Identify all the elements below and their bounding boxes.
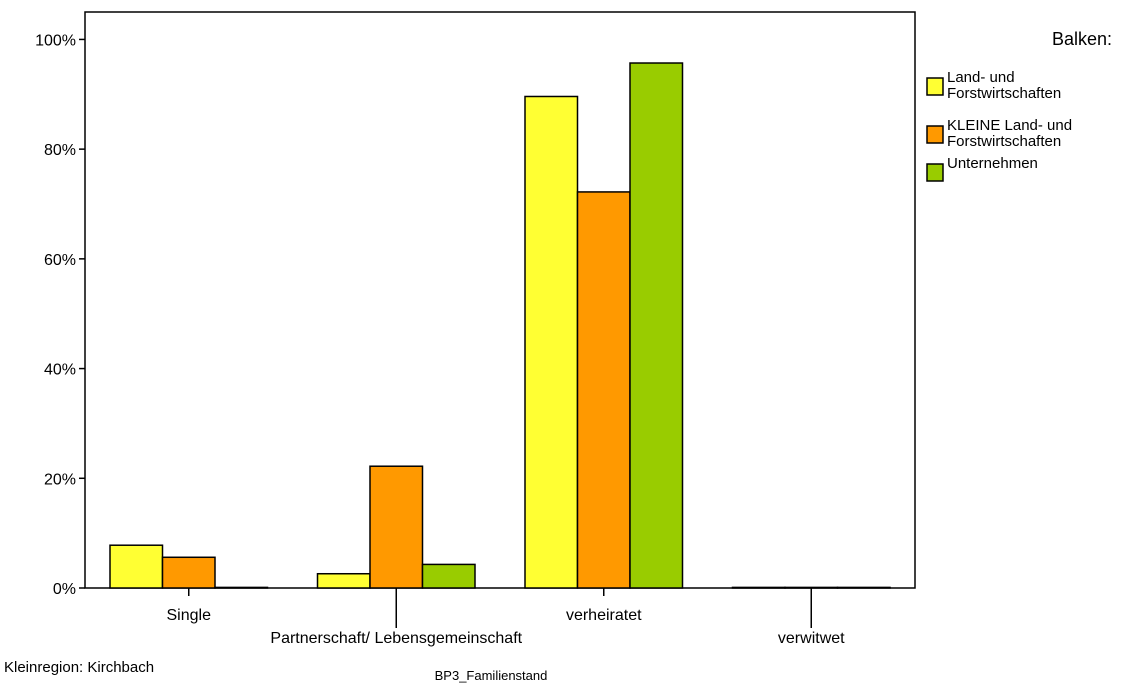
legend-label: Unternehmen [947, 155, 1038, 172]
x-axis: Single Partnerschaft/ Lebensgemeinschaft v… [167, 588, 846, 647]
bar-1-0 [163, 557, 216, 588]
y-tick-label: 100% [35, 32, 76, 49]
bar-2-0 [215, 587, 268, 588]
bar-1-3 [785, 587, 838, 588]
bar-0-0 [110, 545, 163, 588]
bar-2-2 [630, 63, 683, 588]
y-tick-label: 20% [44, 471, 76, 488]
bar-0-3 [733, 587, 786, 588]
legend-swatch [927, 126, 943, 143]
y-axis: 0% 20% 40% 60% 80% 100% [35, 32, 85, 598]
x-tick-label: verwitwet [778, 630, 845, 647]
y-tick-label: 60% [44, 252, 76, 269]
bar-2-1 [423, 564, 476, 588]
legend-label: Land- und [947, 69, 1015, 86]
x-tick-label: Single [167, 607, 212, 624]
x-tick-label: Partnerschaft/ Lebensgemeinschaft [270, 630, 522, 647]
legend: Balken: Land- undForstwirtschaftenKLEINE… [927, 29, 1112, 181]
legend-swatch [927, 78, 943, 95]
legend-label: Forstwirtschaften [947, 133, 1061, 150]
x-tick-label: verheiratet [566, 607, 642, 624]
bar-0-1 [318, 574, 371, 588]
y-tick-label: 40% [44, 362, 76, 379]
x-axis-title: BP3_Familienstand [435, 668, 548, 683]
legend-swatch [927, 164, 943, 181]
bar-0-2 [525, 96, 578, 588]
legend-label: KLEINE Land- und [947, 117, 1072, 134]
y-tick-label: 80% [44, 142, 76, 159]
legend-label: Forstwirtschaften [947, 85, 1061, 102]
bar-2-3 [838, 587, 891, 588]
footnote: Kleinregion: Kirchbach [4, 659, 154, 676]
y-tick-label: 0% [53, 581, 76, 598]
bar-1-1 [370, 466, 423, 588]
legend-title: Balken: [1052, 29, 1112, 49]
plot-area [85, 12, 915, 588]
bar-1-2 [578, 192, 631, 588]
